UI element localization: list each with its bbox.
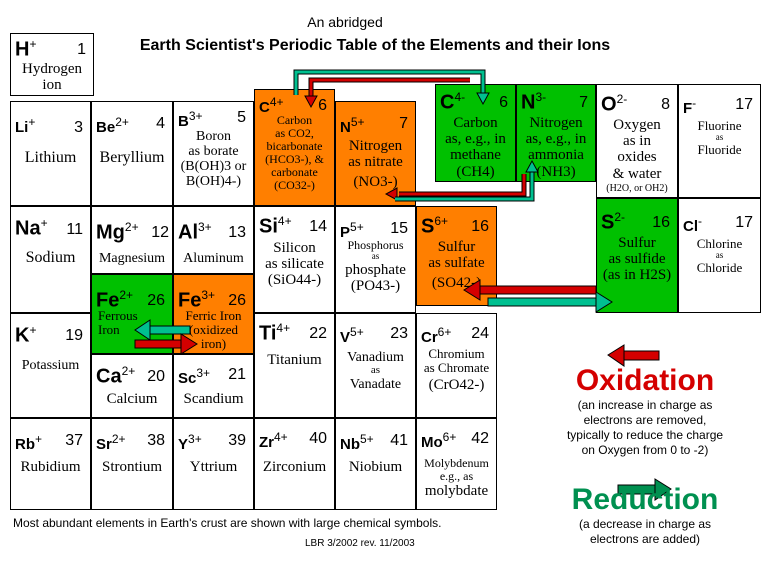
element-cell-na: Na+ 11 Sodium [10,206,91,313]
element-cell-cl: Cl- 17 Chlorine as Chloride [678,198,761,313]
reduction-title: Reduction [571,483,719,516]
oxidation-description: (an increase in charge as electrons are r… [566,398,724,457]
footer-note: Most abundant elements in Earth's crust … [13,516,442,530]
element-cell-f: F- 17 Fluorine as Fluoride [678,84,761,198]
nitrogen-redox-arrows [384,159,539,202]
legend-oxidation-arrow [607,344,660,367]
element-cell-ti: Ti4+ 22 Titanium [254,313,335,418]
element-cell-mg: Mg2+ 12 Magnesium [91,206,173,274]
header-subtitle: An abridged [307,14,383,30]
footer-credit: LBR 3/2002 rev. 11/2003 [305,538,415,549]
element-cell-c-minus4: C4- 6 Carbon as, e.g., in methane (CH4) [435,84,516,182]
element-cell-o: O2- 8 Oxygen as in oxides & water (H2O, or… [596,84,678,198]
element-cell-h: H+ 1 Hydrogen ion [10,33,94,96]
element-cell-si: Si4+ 14 Silicon as silicate (SiO44-) [254,206,335,313]
element-cell-al: Al3+ 13 Aluminum [173,206,254,274]
page-title: Earth Scientist's Periodic Table of the … [139,37,611,54]
element-cell-li: Li+ 3 Lithium [10,101,91,206]
element-cell-mo: Mo6+ 42 Molybdenum e.g., as molybdate [416,418,497,510]
sulfur-redox-arrows [463,279,613,313]
element-cell-zr: Zr4+ 40 Zirconium [254,418,335,510]
iron-redox-arrows [134,319,198,355]
element-cell-sc: Sc3+ 21 Scandium [173,354,254,418]
element-cell-n-minus3: N3- 7 Nitrogen as, e.g., in ammonia (NH3) [516,84,596,182]
element-cell-y: Y3+ 39 Yttrium [173,418,254,510]
element-cell-b: B3+ 5 Boron as borate (B(OH)3 or B(OH)4-) [173,101,254,206]
element-cell-nb: Nb5+ 41 Niobium [335,418,416,510]
reduction-legend: Reduction (a decrease in charge as electr… [520,483,770,547]
oxidation-title: Oxidation [575,364,715,397]
element-cell-sr: Sr2+ 38 Strontium [91,418,173,510]
reduction-description: (a decrease in charge as electrons are ad… [578,517,712,546]
oxidation-legend: Oxidation (an increase in charge as elect… [520,364,770,458]
element-cell-cr: Cr6+ 24 Chromium as Chromate (CrO42-) [416,313,497,418]
carbon-redox-arrows [293,69,490,109]
element-cell-k: K+ 19 Potassium [10,313,91,418]
atomic-number: 1 [77,41,86,58]
legend-reduction-arrow [617,478,672,501]
element-cell-v: V5+ 23 Vanadium as Vanadate [335,313,416,418]
element-symbol: H+ [15,37,37,61]
element-cell-be: Be2+ 4 Beryllium [91,101,173,206]
element-cell-s-minus2: S2- 16 Sulfur as sulfide (as in H2S) [596,198,678,313]
element-cell-rb: Rb+ 37 Rubidium [10,418,91,510]
element-description: Hydrogen ion [22,61,82,94]
element-cell-n-plus5: N5+ 7 Nitrogen as nitrate (NO3-) [335,101,416,206]
element-cell-p: P5+ 15 Phosphorus as phosphate (PO43-) [335,206,416,313]
element-cell-ca: Ca2+ 20 Calcium [91,354,173,418]
element-cell-c-plus4: C4+ 6 Carbon as CO2, bicarbonate (HCO3-), … [254,89,335,206]
